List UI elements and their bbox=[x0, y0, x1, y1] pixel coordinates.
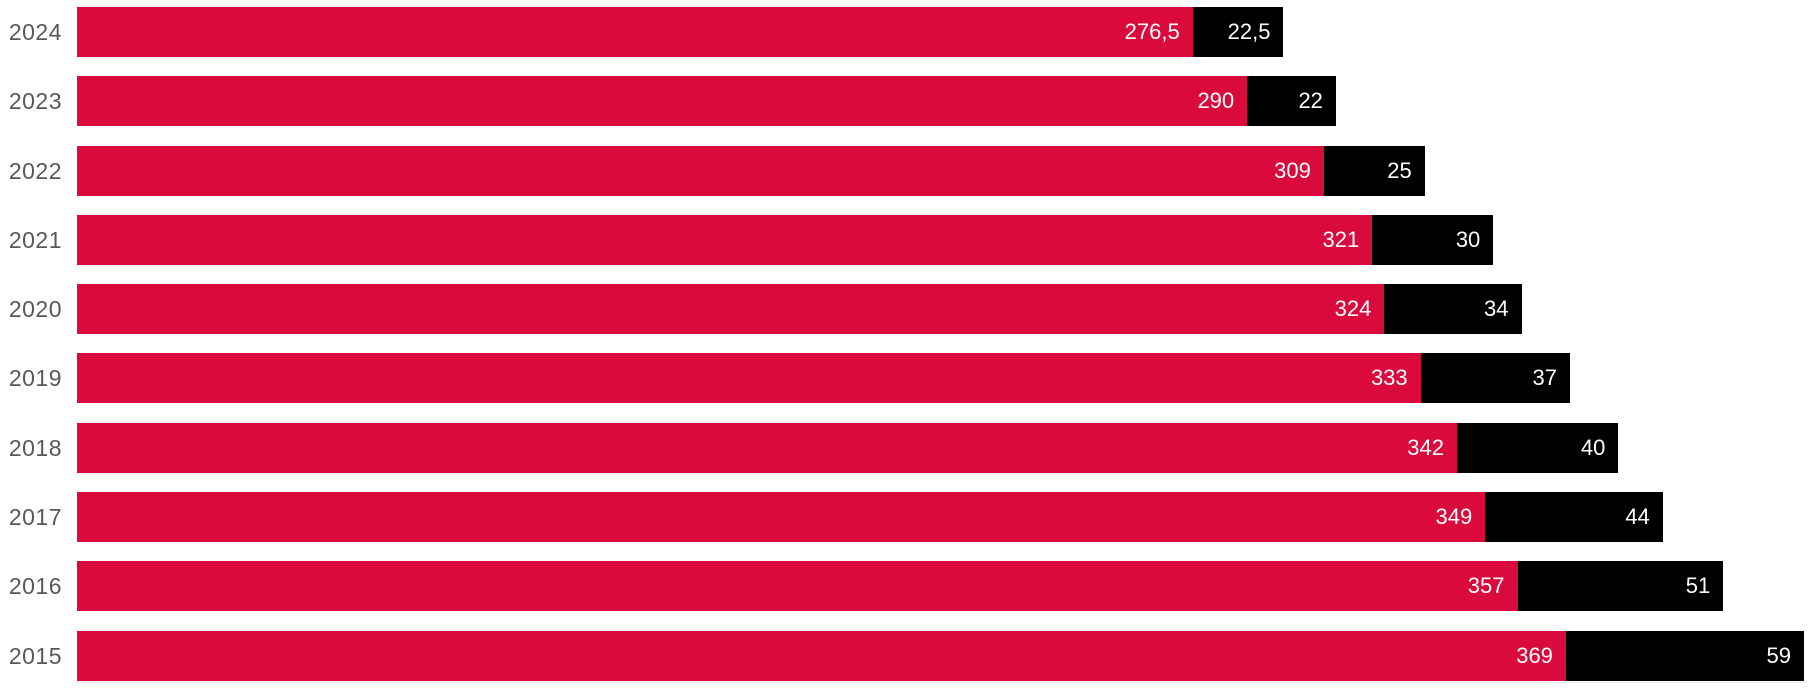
red-bar-segment: 290 bbox=[77, 76, 1248, 127]
bar-value-label: 321 bbox=[1322, 226, 1360, 252]
year-label: 2022 bbox=[8, 157, 62, 184]
red-bar-segment: 276,5 bbox=[77, 7, 1193, 57]
black-bar-segment: 25 bbox=[1323, 145, 1425, 196]
bar-track: 276,5 22,5 bbox=[77, 7, 1804, 57]
bar-track: 369 59 bbox=[77, 630, 1804, 681]
bar-value-label: 309 bbox=[1274, 157, 1311, 183]
black-bar-segment: 44 bbox=[1485, 492, 1663, 543]
bar-value-label: 369 bbox=[1516, 642, 1553, 668]
bar-track: 309 25 bbox=[77, 145, 1804, 196]
black-bar-segment: 34 bbox=[1384, 284, 1522, 335]
bar-value-label: 357 bbox=[1467, 573, 1505, 599]
bar-track: 333 37 bbox=[77, 353, 1804, 404]
chart-row: 2020 324 34 bbox=[0, 284, 1811, 335]
bar-value-label: 342 bbox=[1407, 434, 1444, 460]
bar-track: 324 34 bbox=[77, 284, 1804, 335]
year-label: 2017 bbox=[8, 504, 62, 531]
red-bar-segment: 324 bbox=[77, 284, 1385, 335]
chart-row: 2021 321 30 bbox=[0, 214, 1811, 265]
chart-row: 2018 342 40 bbox=[0, 422, 1811, 473]
chart-row: 2019 333 37 bbox=[0, 353, 1811, 404]
red-bar-segment: 342 bbox=[77, 422, 1457, 473]
year-label: 2016 bbox=[8, 573, 62, 600]
chart-row: 2017 349 44 bbox=[0, 492, 1811, 543]
chart-row: 2024 276,5 22,5 bbox=[0, 7, 1811, 57]
chart-row: 2015 369 59 bbox=[0, 630, 1811, 681]
bar-value-label: 276,5 bbox=[1124, 19, 1180, 44]
bar-value-label: 51 bbox=[1685, 573, 1711, 599]
chart-rows: 2024 276,5 22,5 2023 290 22 2022 309 25 2021 321 30… bbox=[0, 7, 1811, 681]
red-bar-segment: 369 bbox=[77, 630, 1566, 681]
bar-value-label: 37 bbox=[1532, 365, 1557, 391]
bar-value-label: 40 bbox=[1580, 434, 1606, 460]
bar-value-label: 59 bbox=[1766, 642, 1791, 668]
bar-track: 357 51 bbox=[77, 561, 1804, 612]
bar-value-label: 44 bbox=[1625, 504, 1650, 530]
bar-value-label: 22,5 bbox=[1227, 19, 1271, 44]
red-bar-segment: 357 bbox=[77, 561, 1518, 612]
bar-track: 321 30 bbox=[77, 214, 1804, 265]
black-bar-segment: 40 bbox=[1456, 422, 1619, 473]
year-label: 2019 bbox=[8, 365, 62, 392]
bar-track: 290 22 bbox=[77, 76, 1804, 127]
bar-value-label: 333 bbox=[1370, 365, 1408, 391]
year-label: 2015 bbox=[8, 642, 62, 669]
red-bar-segment: 349 bbox=[77, 492, 1486, 543]
bar-value-label: 349 bbox=[1435, 504, 1473, 530]
black-bar-segment: 22,5 bbox=[1192, 7, 1284, 57]
red-bar-segment: 321 bbox=[77, 214, 1373, 265]
bar-value-label: 324 bbox=[1334, 296, 1372, 322]
year-label: 2021 bbox=[8, 226, 62, 253]
bar-value-label: 30 bbox=[1455, 226, 1481, 252]
black-bar-segment: 37 bbox=[1420, 353, 1570, 404]
year-label: 2020 bbox=[8, 296, 62, 323]
black-bar-segment: 30 bbox=[1372, 214, 1494, 265]
bar-value-label: 34 bbox=[1484, 296, 1509, 322]
red-bar-segment: 309 bbox=[77, 145, 1324, 196]
chart-row: 2022 309 25 bbox=[0, 145, 1811, 196]
year-label: 2023 bbox=[8, 88, 62, 115]
bar-value-label: 25 bbox=[1387, 157, 1412, 183]
chart-row: 2016 357 51 bbox=[0, 561, 1811, 612]
black-bar-segment: 22 bbox=[1247, 76, 1336, 127]
chart-row: 2023 290 22 bbox=[0, 76, 1811, 127]
black-bar-segment: 59 bbox=[1565, 630, 1804, 681]
year-label: 2024 bbox=[8, 19, 62, 45]
bar-value-label: 22 bbox=[1298, 88, 1323, 114]
bar-track: 342 40 bbox=[77, 422, 1804, 473]
bar-value-label: 290 bbox=[1197, 88, 1235, 114]
red-bar-segment: 333 bbox=[77, 353, 1421, 404]
year-label: 2018 bbox=[8, 434, 62, 461]
black-bar-segment: 51 bbox=[1517, 561, 1724, 612]
bar-track: 349 44 bbox=[77, 492, 1804, 543]
axis-baseline bbox=[77, 681, 1804, 683]
